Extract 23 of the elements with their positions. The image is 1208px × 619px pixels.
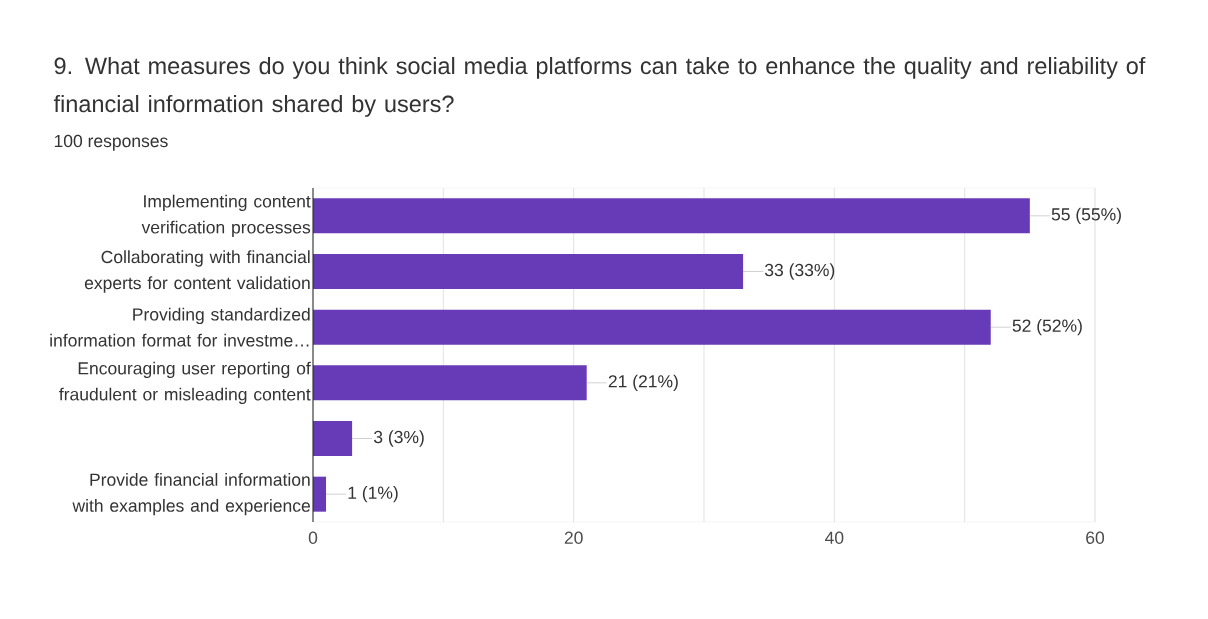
bar — [313, 254, 744, 290]
data-label: 52 (52%) — [1012, 319, 1082, 336]
bar — [313, 365, 587, 401]
y-tick-label: Encouraging user reporting of fraudulent or misleading content — [59, 361, 311, 404]
y-tick-label: Collaborating with financial experts for content validation — [84, 250, 310, 293]
bar — [313, 476, 327, 512]
bar — [313, 309, 991, 345]
text: 100 responses — [54, 134, 168, 151]
data-label: 3 (3%) — [373, 430, 424, 447]
data-label: 33 (33%) — [764, 263, 835, 280]
data-label: 21 (21%) — [608, 374, 678, 391]
y-tick-label: Provide financial information with examples and experience — [72, 473, 310, 516]
x-tick-label: 0 — [308, 531, 318, 544]
bar — [313, 198, 1030, 234]
data-label: 1 (1%) — [348, 486, 398, 503]
y-tick-label: Providing standardized information format for investme… — [50, 307, 310, 347]
x-tick-label: 60 — [1086, 531, 1105, 544]
y-tick-label: Implementing content verification processes — [141, 194, 311, 237]
chart-title: 9. What measures do you think social media platforms can take to enhance the quality and reliability of financial information shared by users? — [53, 56, 1146, 117]
x-tick-label: 20 — [564, 531, 583, 544]
data-label: 55 (55%) — [1051, 207, 1121, 224]
bar — [313, 421, 353, 457]
x-tick-label: 40 — [825, 531, 844, 544]
